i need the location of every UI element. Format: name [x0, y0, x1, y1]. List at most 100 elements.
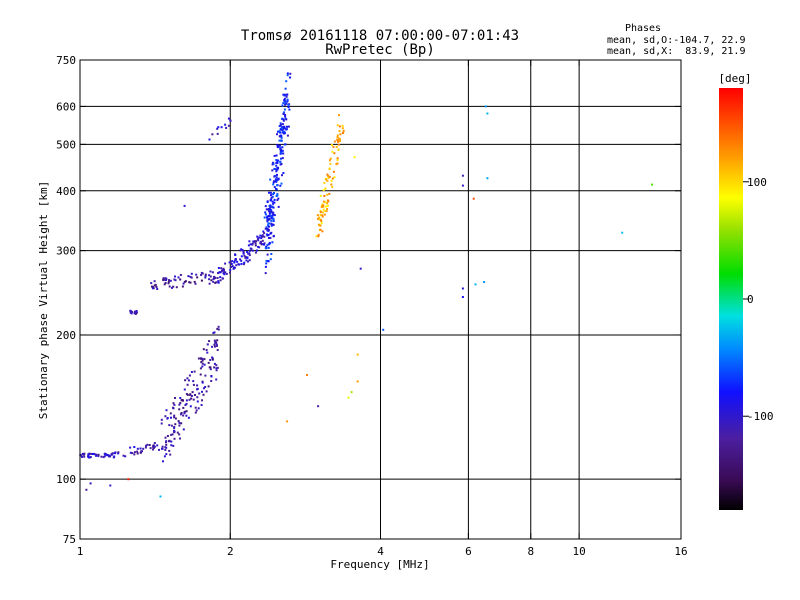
- echo-point: [484, 105, 487, 108]
- echo-point: [168, 279, 170, 282]
- echo-point: [326, 208, 329, 210]
- echo-point: [336, 138, 339, 141]
- echo-point: [248, 252, 251, 255]
- x-tick-label: 10: [572, 545, 585, 558]
- echo-point: [269, 210, 271, 213]
- echo-point: [205, 349, 208, 351]
- echo-point: [230, 263, 233, 265]
- echo-point: [248, 254, 251, 257]
- echo-point: [266, 219, 269, 222]
- echo-point: [152, 445, 155, 448]
- echo-point: [141, 450, 143, 453]
- echo-point: [486, 177, 489, 180]
- echo-point: [180, 422, 183, 425]
- echo-point: [327, 174, 330, 177]
- echo-point: [230, 266, 233, 268]
- echo-point: [267, 208, 270, 211]
- echo-point: [254, 251, 257, 254]
- echo-point: [306, 374, 308, 376]
- echo-point: [252, 240, 255, 243]
- echo-point: [277, 197, 280, 200]
- echo-point: [326, 204, 329, 207]
- echo-point: [268, 218, 271, 220]
- echo-point: [277, 130, 279, 133]
- echo-point: [185, 410, 188, 413]
- echo-point: [190, 276, 193, 279]
- echo-point: [188, 398, 191, 401]
- echo-point: [180, 399, 183, 402]
- echo-point: [271, 195, 274, 198]
- echo-point: [213, 331, 216, 334]
- echo-point: [266, 234, 269, 237]
- echo-point: [249, 247, 252, 250]
- echo-point: [200, 404, 203, 406]
- echo-point: [282, 119, 285, 122]
- y-tick-label: 200: [56, 329, 76, 342]
- echo-point: [264, 211, 267, 214]
- echo-point: [212, 280, 215, 283]
- echo-point: [281, 157, 284, 160]
- echo-point: [281, 146, 284, 149]
- echo-point: [326, 202, 329, 205]
- echo-point: [269, 178, 272, 181]
- echo-point: [321, 215, 324, 218]
- echo-point: [217, 325, 220, 328]
- echo-point: [278, 135, 281, 138]
- echo-point: [246, 251, 249, 253]
- echo-point: [272, 235, 275, 238]
- echo-point: [277, 205, 280, 208]
- echo-point: [280, 135, 283, 138]
- echo-point: [272, 162, 275, 165]
- echo-point: [208, 274, 211, 277]
- echo-point: [267, 246, 270, 249]
- echo-point: [156, 288, 159, 290]
- echo-point: [276, 199, 279, 202]
- echo-point: [190, 395, 193, 397]
- echo-point: [323, 213, 326, 216]
- echo-point: [247, 252, 250, 255]
- echo-point: [336, 162, 339, 165]
- echo-point: [461, 174, 464, 177]
- echo-point: [266, 224, 269, 227]
- echo-point: [258, 236, 261, 239]
- echo-point: [279, 147, 282, 150]
- echo-point: [286, 125, 288, 128]
- echo-point: [117, 452, 120, 455]
- echo-point: [220, 267, 223, 270]
- echo-point: [97, 455, 100, 458]
- echo-point: [211, 271, 214, 274]
- echo-point: [198, 392, 201, 395]
- echo-point: [171, 286, 173, 289]
- echo-point: [279, 124, 282, 127]
- echo-point: [82, 453, 85, 456]
- echo-point: [272, 211, 275, 214]
- echo-point: [279, 150, 282, 153]
- echo-point: [260, 243, 263, 246]
- echo-point: [165, 443, 168, 446]
- echo-point: [87, 453, 90, 456]
- echo-point: [268, 242, 271, 245]
- echo-point: [194, 411, 197, 414]
- echo-point: [195, 409, 198, 412]
- echo-point: [155, 286, 158, 288]
- echo-point: [174, 417, 177, 420]
- echo-point: [322, 204, 325, 207]
- echo-point: [267, 234, 270, 236]
- echo-point: [209, 359, 212, 361]
- echo-point: [200, 271, 203, 274]
- echo-point: [264, 272, 267, 275]
- echo-point: [151, 285, 153, 288]
- echo-point: [97, 453, 100, 456]
- echo-point: [211, 356, 214, 359]
- echo-point: [150, 282, 153, 285]
- echo-point: [215, 364, 218, 367]
- echo-point: [215, 345, 218, 347]
- echo-point: [93, 452, 96, 455]
- echo-point: [286, 74, 289, 77]
- echo-point: [263, 242, 266, 245]
- echo-point: [134, 311, 137, 314]
- echo-point: [272, 183, 275, 186]
- echo-point: [216, 277, 219, 279]
- echo-point: [329, 162, 332, 165]
- echo-point: [275, 188, 277, 190]
